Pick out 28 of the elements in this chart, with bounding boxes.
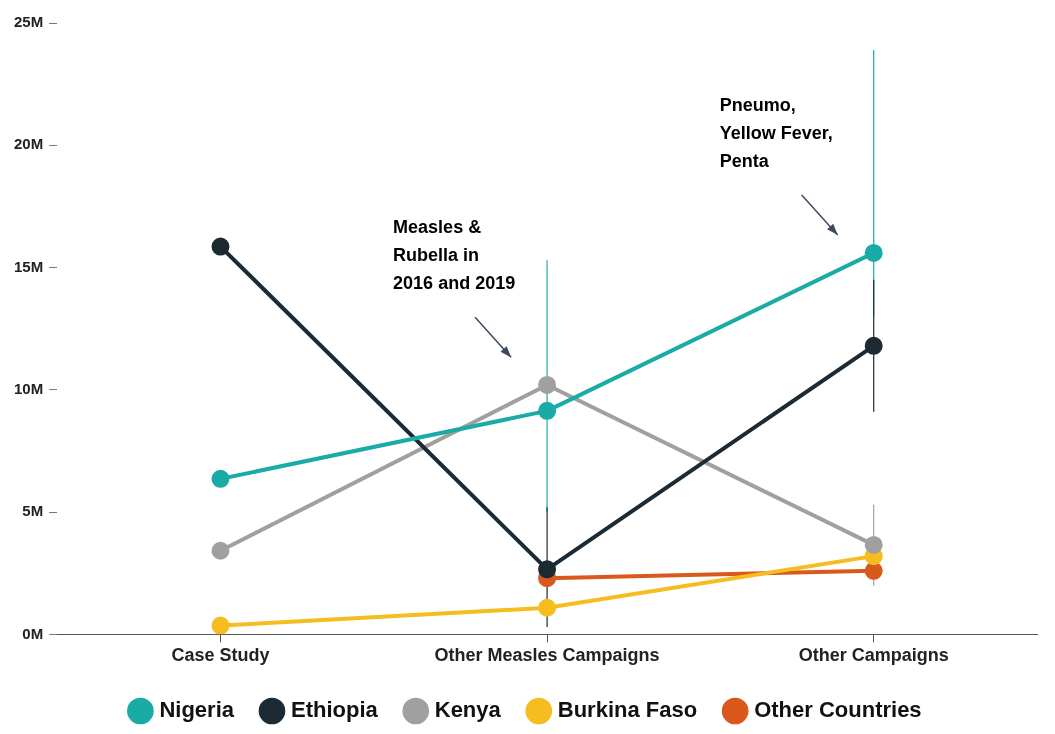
point — [211, 469, 230, 488]
point — [211, 541, 230, 560]
point — [538, 560, 557, 579]
annotation: Measles & Rubella in 2016 and 2019 — [393, 217, 516, 294]
point — [538, 401, 557, 420]
point — [538, 375, 557, 394]
legend-label: Ethiopia — [290, 697, 379, 723]
y-tick-label: 5M — [22, 502, 44, 520]
point — [864, 243, 883, 262]
point — [211, 616, 230, 635]
y-tick-label: 0M — [22, 624, 44, 642]
x-tick-label: Case Study — [171, 645, 270, 666]
y-tick-label: 10M — [13, 379, 44, 397]
annotation: Pneumo, Yellow Fever, Penta — [719, 94, 833, 171]
point — [864, 535, 883, 554]
y-tick-label: 15M — [13, 257, 44, 275]
y-tick-label: 25M — [13, 13, 44, 31]
point — [864, 561, 883, 580]
point — [211, 237, 230, 256]
legend-label: Nigeria — [159, 697, 235, 723]
legend-label: Burkina Faso — [557, 697, 698, 723]
legend-label: Kenya — [434, 697, 502, 723]
point — [538, 598, 557, 617]
y-tick-label: 20M — [13, 135, 44, 153]
x-tick-label: Other Measles Campaigns — [434, 645, 660, 666]
point — [864, 336, 883, 355]
x-tick-label: Other Campaigns — [798, 645, 949, 666]
legend-label: Other Countries — [754, 697, 922, 723]
